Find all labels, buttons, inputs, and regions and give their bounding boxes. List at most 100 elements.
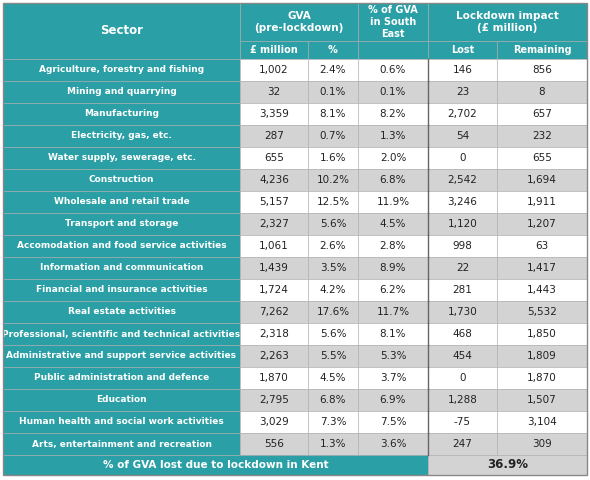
Bar [497,41,587,59]
Bar [358,169,428,191]
Bar [428,191,497,213]
Bar [428,3,587,41]
Bar [358,367,428,389]
Bar [358,279,428,301]
Bar [428,301,497,323]
Text: Mining and quarrying: Mining and quarrying [67,87,176,96]
Bar [428,279,497,301]
Text: % of GVA
in South
East: % of GVA in South East [368,5,418,38]
Bar [428,41,497,59]
Bar [308,257,358,279]
Text: 3,029: 3,029 [259,417,289,427]
Text: 1,288: 1,288 [448,395,477,405]
Bar [308,147,358,169]
Text: 17.6%: 17.6% [316,307,349,317]
Bar [358,323,428,345]
Text: 4.2%: 4.2% [320,285,346,295]
Text: Lockdown impact
(£ million): Lockdown impact (£ million) [456,11,559,33]
Text: Arts, entertainment and recreation: Arts, entertainment and recreation [31,440,211,448]
Bar [497,235,587,257]
Bar [308,125,358,147]
Text: 2,327: 2,327 [259,219,289,229]
Text: 2,702: 2,702 [448,109,477,119]
Text: %: % [328,45,338,55]
Text: 7.5%: 7.5% [380,417,407,427]
Bar [3,323,240,345]
Bar [308,81,358,103]
Bar [308,323,358,345]
Text: 2.4%: 2.4% [320,65,346,75]
Bar [497,213,587,235]
Text: 655: 655 [532,153,552,163]
Bar [308,103,358,125]
Bar [497,81,587,103]
Text: 3,359: 3,359 [259,109,289,119]
Text: Transport and storage: Transport and storage [65,219,178,228]
Text: 6.8%: 6.8% [380,175,407,185]
Bar [240,301,308,323]
Bar [240,257,308,279]
Bar [358,3,428,41]
Text: Information and communication: Information and communication [40,264,203,273]
Text: 1,809: 1,809 [527,351,557,361]
Text: 3.7%: 3.7% [380,373,407,383]
Bar [240,279,308,301]
Bar [428,257,497,279]
Bar [3,411,240,433]
Bar [428,103,497,125]
Text: £ million: £ million [250,45,298,55]
Text: 8.1%: 8.1% [320,109,346,119]
Text: % of GVA lost due to lockdown in Kent: % of GVA lost due to lockdown in Kent [103,460,328,470]
Bar [497,345,587,367]
Bar [358,213,428,235]
Text: 1,061: 1,061 [259,241,289,251]
Text: 146: 146 [453,65,473,75]
Bar [3,125,240,147]
Text: 23: 23 [456,87,469,97]
Bar [428,147,497,169]
Bar [308,191,358,213]
Text: 1,002: 1,002 [259,65,289,75]
Bar [497,191,587,213]
Text: 63: 63 [535,241,549,251]
Text: 0: 0 [459,373,466,383]
Text: 232: 232 [532,131,552,141]
Bar [308,169,358,191]
Text: 22: 22 [456,263,469,273]
Bar [308,279,358,301]
Text: 0.1%: 0.1% [380,87,406,97]
Text: 11.7%: 11.7% [376,307,409,317]
Bar [358,59,428,81]
Bar [428,81,497,103]
Text: 287: 287 [264,131,284,141]
Text: 2,795: 2,795 [259,395,289,405]
Text: 5.3%: 5.3% [380,351,407,361]
Bar [428,345,497,367]
Bar [497,367,587,389]
Bar [240,103,308,125]
Text: 998: 998 [453,241,473,251]
Text: 6.8%: 6.8% [320,395,346,405]
Text: Financial and insurance activities: Financial and insurance activities [35,286,207,295]
Text: 4,236: 4,236 [259,175,289,185]
Text: 2,542: 2,542 [448,175,477,185]
Bar [3,301,240,323]
Bar [3,433,240,455]
Bar [3,455,428,475]
Bar [3,279,240,301]
Bar [240,411,308,433]
Text: Professional, scientific and technical activities: Professional, scientific and technical a… [2,329,241,338]
Text: 1,417: 1,417 [527,263,557,273]
Bar [358,411,428,433]
Text: 556: 556 [264,439,284,449]
Bar [428,323,497,345]
Bar [308,301,358,323]
Text: 8.9%: 8.9% [380,263,407,273]
Text: 3,104: 3,104 [527,417,557,427]
Text: 281: 281 [453,285,473,295]
Text: 655: 655 [264,153,284,163]
Text: Lost: Lost [451,45,474,55]
Bar [358,125,428,147]
Text: 5.5%: 5.5% [320,351,346,361]
Bar [240,3,358,41]
